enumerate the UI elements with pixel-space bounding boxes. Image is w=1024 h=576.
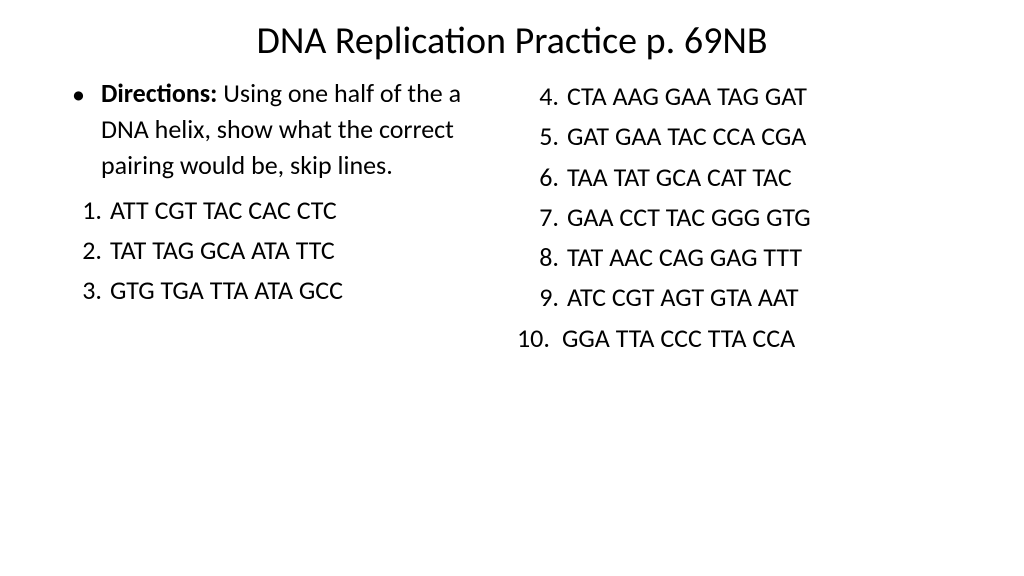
directions-text: Directions: Using one half of the a DNA … [101,76,507,184]
list-item: 4. CTA AAG GAA TAG GAT [517,76,974,116]
list-number: 1. [60,190,102,230]
list-text: CTA AAG GAA TAG GAT [567,76,807,116]
list-item: 8. TAT AAC CAG GAG TTT [517,237,974,277]
list-number: 3. [60,270,102,310]
list-item: 2. TAT TAG GCA ATA TTC [60,230,507,270]
list-item: 7. GAA CCT TAC GGG GTG [517,197,974,237]
content-columns: • Directions: Using one half of the a DN… [50,76,974,358]
list-text: TAT TAG GCA ATA TTC [110,230,335,270]
list-text: ATT CGT TAC CAC CTC [110,190,337,230]
list-number: 6. [517,157,559,197]
list-item: 5. GAT GAA TAC CCA CGA [517,116,974,156]
list-item: 3. GTG TGA TTA ATA GCC [60,270,507,310]
list-text: GAT GAA TAC CCA CGA [567,116,806,156]
list-number: 9. [517,277,559,317]
list-item: 6. TAA TAT GCA CAT TAC [517,157,974,197]
list-text: GGA TTA CCC TTA CCA [562,318,795,358]
list-text: ATC CGT AGT GTA AAT [567,277,799,317]
bullet-icon: • [72,76,85,112]
directions-label: Directions: [101,77,217,109]
list-item: 10. GGA TTA CCC TTA CCA [517,318,974,358]
page-title: DNA Replication Practice p. 69NB [50,18,974,64]
list-text: TAT AAC CAG GAG TTT [567,237,802,277]
list-number: 7. [517,197,559,237]
list-number: 10. [517,318,559,358]
list-item: 9. ATC CGT AGT GTA AAT [517,277,974,317]
list-text: TAA TAT GCA CAT TAC [567,157,792,197]
directions-block: • Directions: Using one half of the a DN… [50,76,507,184]
list-number: 8. [517,237,559,277]
list-number: 5. [517,116,559,156]
right-column: 4. CTA AAG GAA TAG GAT 5. GAT GAA TAC CC… [517,76,974,358]
list-text: GTG TGA TTA ATA GCC [110,270,343,310]
list-item: 1. ATT CGT TAC CAC CTC [60,190,507,230]
list-text: GAA CCT TAC GGG GTG [567,197,811,237]
list-number: 2. [60,230,102,270]
left-column: • Directions: Using one half of the a DN… [50,76,507,358]
list-number: 4. [517,76,559,116]
